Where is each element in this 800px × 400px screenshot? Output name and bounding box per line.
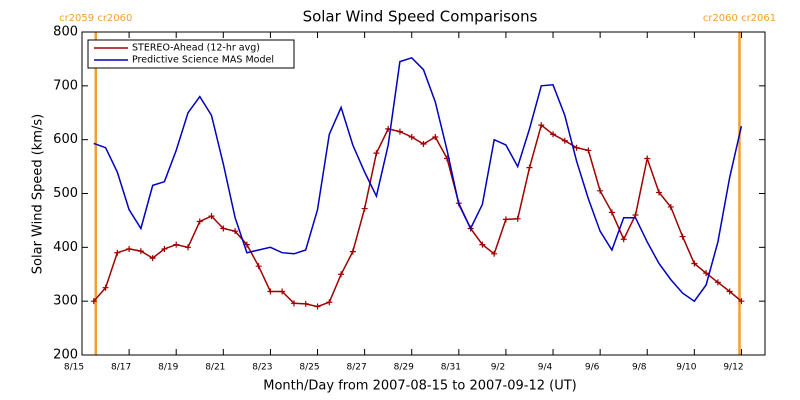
point-marker [279,288,286,295]
point-marker [550,131,557,138]
x-tick-label: 9/12 [723,363,743,373]
point-marker [290,300,297,307]
x-axis-label: Month/Day from 2007-08-15 to 2007-09-12 … [263,379,576,394]
y-tick-label: 200 [53,348,78,363]
point-marker [561,137,568,144]
y-tick-label: 700 [53,78,78,93]
point-marker [573,144,580,151]
y-tick-label: 600 [53,132,78,147]
point-marker [114,249,121,256]
point-marker [90,298,97,305]
point-marker [232,228,239,235]
point-marker [102,284,109,291]
point-marker [373,150,380,157]
point-marker [432,133,439,140]
carrington-label: cr2059 cr2060 [59,13,132,24]
point-marker [679,233,686,240]
y-tick-label: 400 [53,240,78,255]
x-tick-label: 9/10 [676,363,696,373]
point-marker [267,288,274,295]
point-marker [396,128,403,135]
legend-label: Predictive Science MAS Model [132,55,274,66]
legend-box [87,39,295,69]
point-marker [738,298,745,305]
point-marker [149,255,156,262]
x-tick-label: 8/19 [158,363,178,373]
series-line [93,56,743,303]
point-marker [585,147,592,154]
point-marker [126,245,133,252]
y-tick-label: 800 [53,25,78,40]
point-marker [667,203,674,210]
point-marker [326,299,333,306]
x-tick-label: 8/25 [299,363,319,373]
x-tick-label: 9/4 [538,363,553,373]
x-tick-label: 8/23 [252,363,272,373]
legend-label: STEREO-Ahead (12-hr avg) [132,43,260,54]
point-marker [173,241,180,248]
point-marker [691,260,698,267]
x-tick-label: 8/15 [64,363,84,373]
point-marker [644,155,651,162]
point-marker [703,270,710,277]
point-marker [255,263,262,270]
point-marker [302,300,309,307]
x-tick-label: 8/29 [394,363,414,373]
x-tick-label: 9/8 [632,363,647,373]
point-marker [408,133,415,140]
point-marker [491,250,498,257]
point-marker [479,241,486,248]
point-marker [137,248,144,255]
x-tick-label: 8/17 [111,363,131,373]
point-marker [338,271,345,278]
point-marker [349,248,356,255]
point-marker [361,205,368,212]
point-marker [161,245,168,252]
y-tick-label: 300 [53,294,78,309]
series-line [93,123,742,308]
point-marker [714,279,721,286]
point-marker [314,303,321,310]
point-marker [514,215,521,222]
point-marker [726,288,733,295]
point-marker [597,187,604,194]
carrington-label: cr2060 cr2061 [703,13,776,24]
chart-title: Solar Wind Speed Comparisons [303,8,538,26]
point-marker [502,216,509,223]
point-marker [620,236,627,243]
y-axis-label: Solar Wind Speed (km/s) [31,114,46,274]
point-marker [538,122,545,129]
point-marker [208,213,215,220]
point-marker [656,189,663,196]
y-tick-label: 500 [53,186,78,201]
point-marker [220,225,227,232]
x-tick-label: 8/27 [347,363,367,373]
point-marker [608,209,615,216]
x-tick-label: 8/21 [205,363,225,373]
point-marker [184,244,191,251]
point-marker [420,140,427,147]
point-marker [196,218,203,225]
x-tick-label: 9/2 [491,363,505,373]
plot-frame [81,31,766,356]
x-tick-label: 8/31 [441,363,461,373]
x-tick-label: 9/6 [585,363,600,373]
point-marker [526,164,533,171]
